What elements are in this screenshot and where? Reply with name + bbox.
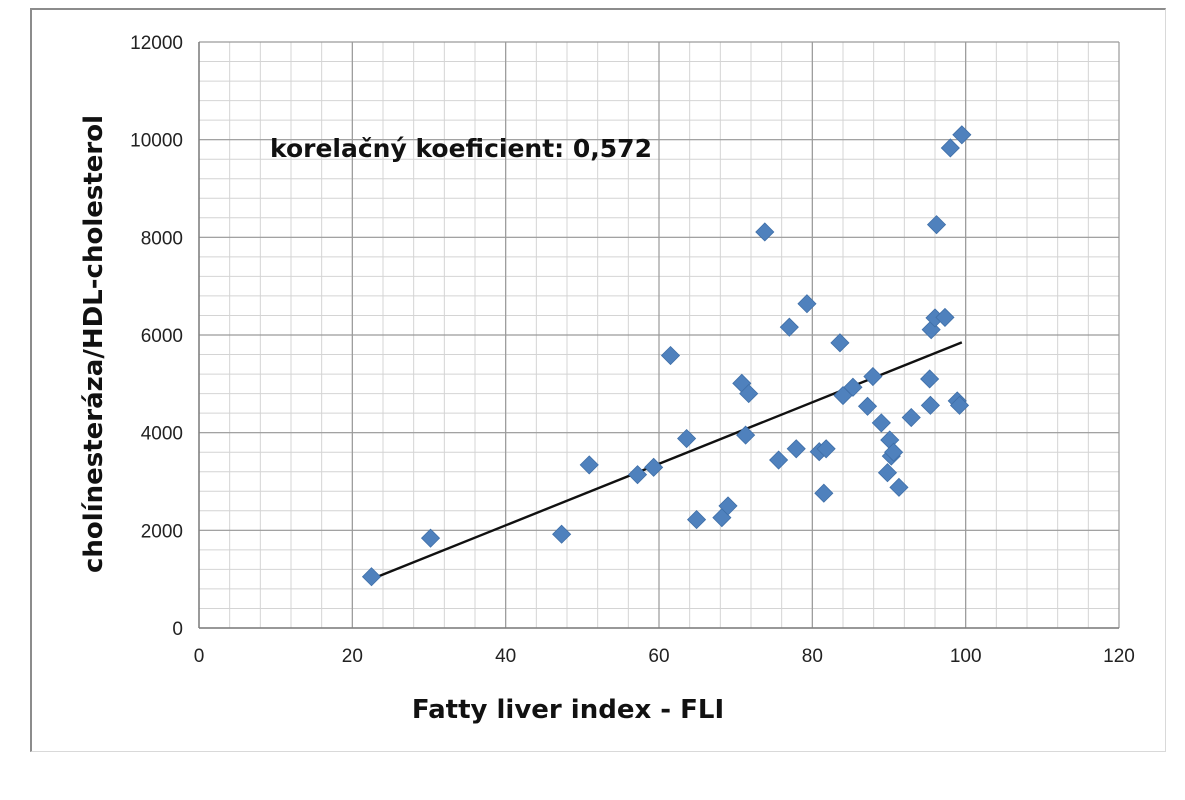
data-point: [779, 317, 799, 337]
data-point: [952, 125, 972, 145]
y-tick-label: 4000: [141, 424, 183, 445]
data-point: [736, 425, 756, 445]
y-tick-label: 8000: [141, 228, 183, 249]
x-tick-label: 100: [950, 646, 982, 667]
data-point: [877, 463, 898, 483]
y-tick-labels: 0 2000 4000 6000 8000 10000 12000: [130, 33, 183, 640]
x-tick-label: 60: [648, 646, 669, 667]
data-point: [786, 439, 806, 459]
x-tick-label: 40: [495, 646, 516, 667]
y-tick-label: 0: [172, 619, 183, 640]
data-point: [797, 294, 817, 314]
data-point: [552, 524, 572, 544]
data-point: [920, 369, 940, 389]
data-point: [884, 442, 904, 462]
data-points: [361, 125, 972, 587]
x-tick-label: 0: [194, 646, 205, 667]
trendline: [371, 341, 963, 581]
data-point: [687, 510, 707, 530]
scatter-chart: 0 20 40 60 80 100 120 0 2000 4000 6000 8000 10000 12…: [79, 33, 1135, 725]
axes: [198, 42, 1119, 629]
x-tick-labels: 0 20 40 60 80 100 120: [194, 646, 1135, 667]
major-gridlines: [198, 41, 1120, 629]
data-point: [816, 439, 836, 459]
x-tick-label: 120: [1103, 646, 1135, 667]
data-point: [361, 567, 382, 587]
x-tick-label: 20: [342, 646, 363, 667]
data-point: [755, 222, 775, 242]
data-point: [769, 450, 789, 470]
trendline-group: [371, 341, 963, 581]
y-tick-label: 2000: [141, 521, 183, 542]
chart-frame: 0 20 40 60 80 100 120 0 2000 4000 6000 8000 10000 12…: [30, 8, 1166, 752]
x-tick-label: 80: [802, 646, 823, 667]
data-point: [644, 457, 664, 477]
data-point: [857, 396, 878, 416]
data-point: [718, 496, 738, 516]
data-point: [830, 333, 850, 353]
data-point: [889, 477, 909, 497]
data-point: [920, 395, 940, 415]
data-point: [926, 215, 947, 235]
data-point: [814, 483, 834, 503]
x-axis-title: Fatty liver index - FLI: [412, 695, 724, 725]
data-point: [677, 428, 697, 449]
data-point: [579, 455, 599, 475]
data-point: [660, 345, 681, 366]
y-tick-label: 10000: [130, 131, 183, 152]
correlation-annotation: korelačný koeficient: 0,572: [270, 134, 652, 163]
data-point: [949, 395, 970, 415]
data-point: [901, 407, 921, 428]
data-point: [940, 138, 960, 158]
data-point: [739, 384, 759, 404]
data-point: [420, 528, 441, 548]
data-point: [627, 465, 648, 485]
data-point: [843, 377, 863, 397]
data-point: [935, 307, 955, 327]
y-tick-label: 6000: [141, 326, 183, 347]
data-point: [871, 413, 891, 433]
y-tick-label: 12000: [130, 33, 183, 54]
y-axis-title: cholínesteráza/HDL-cholesterol: [79, 115, 109, 573]
data-point: [863, 366, 883, 387]
